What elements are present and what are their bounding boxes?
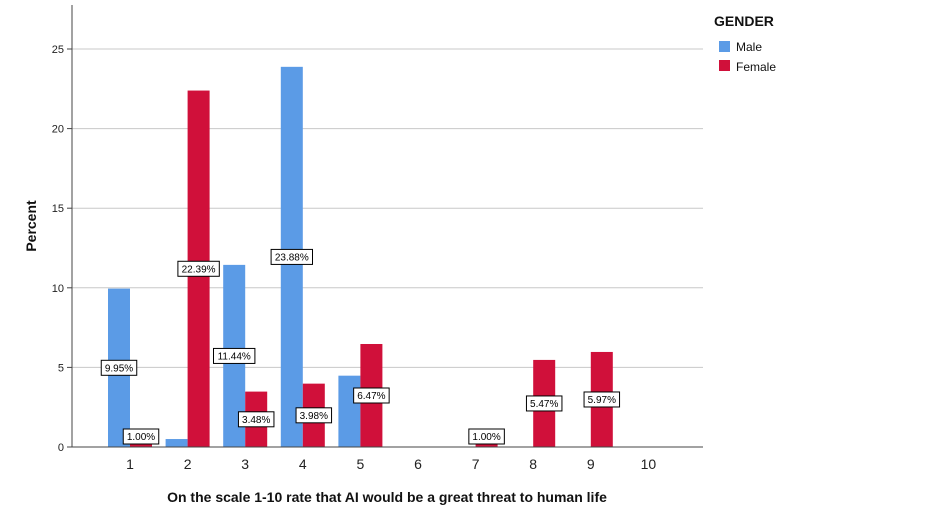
data-label-male-3: 11.44% [213, 347, 256, 364]
svg-text:11.44%: 11.44% [218, 351, 251, 362]
y-tick-label: 25 [52, 44, 64, 56]
x-tick-label: 9 [587, 456, 595, 472]
svg-text:5.47%: 5.47% [530, 399, 558, 410]
x-tick-label: 5 [357, 456, 365, 472]
data-label-female-4: 3.98% [295, 407, 333, 424]
data-label-female-8: 5.47% [525, 395, 563, 412]
legend-label-female: Female [736, 60, 776, 74]
y-tick-label: 20 [52, 124, 64, 136]
y-tick-label: 15 [52, 203, 64, 215]
data-label-male-1: 9.95% [100, 359, 138, 376]
x-tick-label: 2 [184, 456, 192, 472]
data-label-male-4: 23.88% [270, 248, 314, 265]
y-tick-label: 5 [58, 362, 64, 374]
svg-text:22.39%: 22.39% [182, 264, 216, 275]
x-ticks: 1 2 3 4 5 6 7 8 9 10 [126, 456, 656, 472]
svg-text:1.00%: 1.00% [127, 432, 155, 443]
axes [71, 5, 703, 448]
x-axis-title: On the scale 1-10 rate that AI would be … [167, 489, 607, 505]
x-tick-label: 4 [299, 456, 307, 472]
svg-text:3.98%: 3.98% [300, 411, 328, 422]
legend-swatch-female [719, 60, 730, 71]
legend-label-male: Male [736, 40, 762, 54]
y-axis-title: Percent [23, 200, 39, 252]
svg-text:5.97%: 5.97% [588, 395, 616, 406]
legend-title: GENDER [714, 13, 774, 29]
y-ticks: 0 5 10 15 20 25 [52, 44, 72, 454]
x-tick-label: 6 [414, 456, 422, 472]
svg-text:23.88%: 23.88% [275, 252, 309, 263]
y-tick-label: 0 [58, 442, 64, 454]
x-tick-label: 10 [641, 456, 657, 472]
bar-male-2 [165, 439, 188, 447]
gridlines [72, 48, 703, 368]
legend: GENDER Male Female [714, 13, 776, 74]
legend-swatch-male [719, 41, 730, 52]
x-tick-label: 8 [529, 456, 537, 472]
data-label-female-2: 22.39% [177, 260, 220, 277]
data-label-female-7: 1.00% [468, 428, 505, 445]
y-tick-label: 10 [52, 283, 64, 295]
data-label-female-5: 6.47% [353, 387, 390, 404]
svg-text:1.00%: 1.00% [472, 432, 500, 443]
svg-text:3.48%: 3.48% [242, 415, 270, 426]
data-labels: 9.95% 11.44% 23.88% 1.00% 22.39% 3.48% 3.98% 6.… [100, 248, 621, 445]
svg-text:9.95%: 9.95% [105, 363, 133, 374]
data-label-female-1: 1.00% [122, 428, 160, 445]
svg-text:6.47%: 6.47% [357, 391, 385, 402]
data-label-female-3: 3.48% [237, 411, 275, 428]
data-label-female-9: 5.97% [583, 391, 621, 408]
x-tick-label: 1 [126, 456, 134, 472]
x-tick-label: 7 [472, 456, 480, 472]
x-tick-label: 3 [241, 456, 249, 472]
bar-male-5 [338, 375, 361, 447]
